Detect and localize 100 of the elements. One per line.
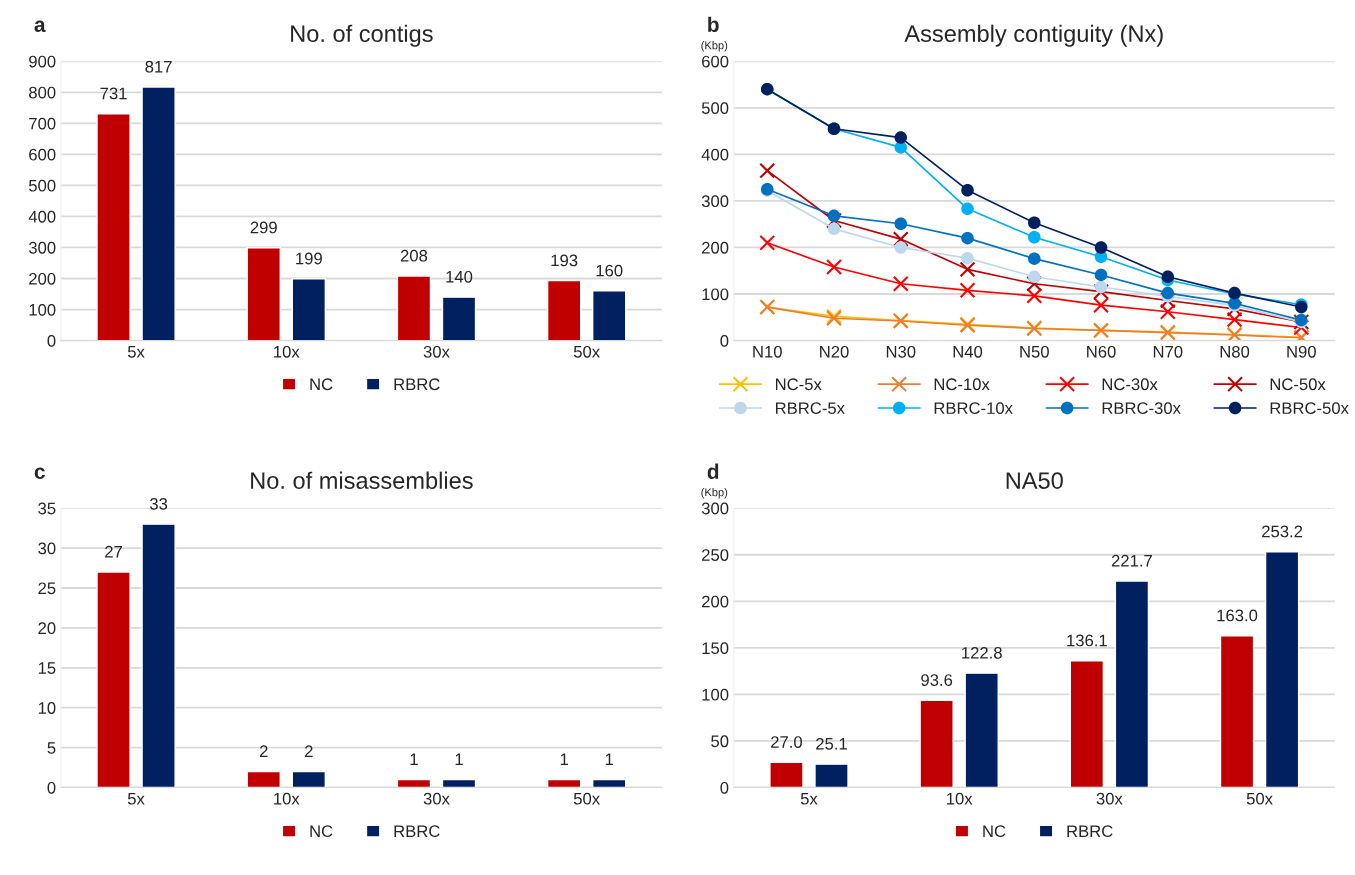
- x-tick-label: 5x: [127, 346, 145, 358]
- data-label: 136.1: [1067, 634, 1107, 647]
- data-label: 27: [105, 545, 122, 558]
- legend-label: NC: [310, 378, 333, 391]
- legend-label: NC-10x: [934, 378, 990, 391]
- x-tick-label: 5x: [127, 792, 145, 805]
- x-tick-label: N70: [1153, 345, 1183, 358]
- y-tick-label: 500: [701, 102, 729, 115]
- data-label: 299: [250, 221, 277, 234]
- y-tick-label: 30: [38, 542, 56, 555]
- legend-label: RBRC-30x: [1102, 402, 1181, 415]
- data-label: 140: [446, 270, 473, 283]
- x-tick-label: 30x: [1096, 792, 1123, 805]
- y-tick-label: 100: [702, 688, 729, 701]
- data-label: 1: [410, 753, 418, 765]
- legend-label: RBRC: [1067, 825, 1113, 838]
- y-tick-label: 300: [28, 241, 56, 254]
- y-tick-label: 0: [47, 334, 56, 347]
- y-tick-label: 900: [29, 55, 56, 68]
- data-label: 253.2: [1262, 525, 1303, 538]
- y-tick-label: 35: [38, 502, 56, 515]
- x-tick-label: 5x: [800, 792, 818, 805]
- x-tick-label: N90: [1287, 345, 1316, 358]
- x-tick-label: 10x: [947, 792, 973, 805]
- legend-label: NC-5x: [775, 378, 822, 391]
- data-label: 122.8: [962, 646, 1002, 659]
- y-tick-label: 300: [701, 502, 729, 515]
- x-tick-label: N60: [1087, 345, 1116, 358]
- data-label: 1: [560, 753, 568, 765]
- x-tick-label: N80: [1220, 345, 1250, 358]
- y-tick-label: 100: [29, 303, 56, 316]
- y-tick-label: 250: [702, 549, 729, 561]
- y-tick-label: 100: [702, 288, 729, 301]
- x-tick-label: 50x: [573, 345, 600, 358]
- x-tick-label: N40: [953, 345, 983, 358]
- y-tick-label: 200: [702, 241, 729, 254]
- y-tick-label: 200: [702, 595, 729, 608]
- data-label: 33: [149, 497, 168, 510]
- chart-title: NA50: [1006, 472, 1063, 489]
- chart-title: No. of misassemblies: [251, 471, 473, 489]
- x-tick-label: N50: [1020, 345, 1049, 358]
- legend-label: NC-50x: [1270, 378, 1326, 391]
- data-label: 160: [596, 264, 623, 277]
- chart-title: Assembly contiguity (Nx): [904, 24, 1163, 47]
- text: b: [708, 16, 719, 32]
- data-label: 93.6: [921, 674, 953, 686]
- data-label: 1: [455, 753, 463, 765]
- y-tick-label: 15: [38, 662, 56, 674]
- data-label: 2: [305, 745, 313, 757]
- data-label: 817: [145, 60, 172, 73]
- y-tick-label: 600: [29, 148, 56, 161]
- y-axis-title: (Kbp): [701, 41, 728, 52]
- chart-title: No. of contigs: [291, 24, 433, 47]
- text: c: [34, 467, 45, 479]
- y-tick-label: 600: [702, 55, 729, 68]
- y-tick-label: 25: [38, 582, 56, 595]
- y-tick-label: 800: [29, 86, 56, 99]
- data-label: 25.1: [816, 737, 847, 750]
- y-tick-label: 200: [29, 272, 56, 285]
- legend-label: NC: [983, 825, 1006, 838]
- x-tick-label: 50x: [573, 792, 600, 805]
- legend-label: RBRC: [394, 825, 440, 838]
- x-tick-label: 30x: [423, 345, 450, 358]
- text: d: [707, 463, 719, 479]
- y-tick-label: 10: [38, 702, 56, 714]
- data-label: 731: [100, 87, 127, 100]
- legend-label: RBRC-50x: [1270, 402, 1349, 415]
- data-label: 1: [605, 753, 614, 765]
- legend-label: RBRC: [394, 378, 440, 391]
- legend-label: RBRC-10x: [934, 402, 1013, 415]
- y-tick-label: 20: [38, 622, 56, 635]
- x-tick-label: 10x: [274, 345, 300, 358]
- data-label: 193: [551, 254, 578, 267]
- legend-label: NC: [310, 825, 333, 838]
- x-tick-label: 30x: [423, 792, 450, 805]
- data-label: 2: [259, 745, 268, 757]
- y-tick-label: 500: [28, 179, 56, 192]
- x-tick-label: N10: [753, 345, 782, 358]
- legend-label: NC-30x: [1102, 378, 1158, 391]
- y-axis-title: (Kbp): [701, 488, 728, 499]
- data-label: 221.7: [1111, 554, 1152, 567]
- y-tick-label: 50: [711, 735, 729, 748]
- y-tick-label: 400: [701, 148, 729, 161]
- y-tick-label: 0: [720, 781, 729, 794]
- y-tick-label: 5: [47, 742, 56, 754]
- y-tick-label: 0: [47, 781, 56, 794]
- x-tick-label: N20: [820, 345, 849, 358]
- y-tick-label: 150: [702, 642, 729, 655]
- data-label: 208: [400, 249, 428, 262]
- y-tick-label: 400: [28, 210, 56, 223]
- y-tick-label: 300: [701, 195, 729, 208]
- y-tick-label: 700: [29, 117, 56, 130]
- y-tick-label: 0: [720, 334, 729, 347]
- data-label: 163.0: [1217, 609, 1258, 622]
- x-tick-label: N30: [886, 345, 916, 358]
- x-tick-label: 10x: [274, 792, 300, 805]
- x-tick-label: 50x: [1246, 792, 1273, 805]
- text: a: [34, 20, 46, 32]
- legend-label: RBRC-5x: [775, 402, 845, 415]
- data-label: 199: [296, 252, 322, 265]
